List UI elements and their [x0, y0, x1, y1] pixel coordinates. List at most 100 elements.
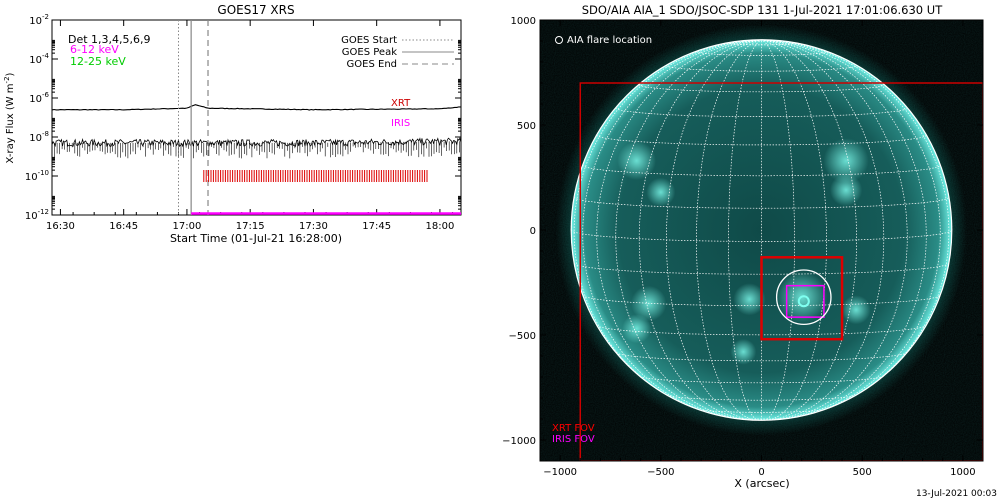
aia-x-label: X (arcsec) [734, 477, 789, 490]
aia-latitude-line [696, 51, 827, 56]
aia-coordinate-grid [570, 39, 953, 421]
aia-flare-kernel [797, 295, 810, 308]
goes-y-label-main: X-ray Flux (W m [5, 83, 16, 163]
timestamp: 13-Jul-2021 00:03 [916, 489, 997, 499]
aia-longitude-line [573, 39, 762, 410]
aia-longitude-line [761, 39, 941, 419]
aia-x-tick-label: 0 [758, 467, 764, 478]
goes-x-tick-label: 18:00 [426, 221, 455, 232]
goes-y-tick-exponent: -10 [38, 169, 49, 177]
goes-plot-frame [51, 19, 462, 216]
aia-latitude-line [573, 263, 950, 275]
aia-active-region [733, 283, 766, 316]
goes-legend-start: GOES Start [341, 35, 397, 46]
aia-y-tick-label: −1000 [502, 436, 536, 447]
goes-legend-peak: GOES Peak [342, 47, 397, 58]
aia-iris-fov [785, 284, 825, 318]
goes-y-tick-label: 10-12 [25, 208, 49, 222]
goes-legend: GOES Start GOES Peak GOES End [341, 35, 454, 70]
aia-active-region [646, 177, 676, 207]
aia-latitude-line [666, 394, 857, 401]
aia-active-region [622, 314, 652, 344]
goes-observation-bars [191, 170, 461, 215]
goes-x-tick-label: 16:45 [109, 221, 138, 232]
goes-iris-label: IRIS [391, 118, 410, 129]
aia-x-tick-label: −1000 [543, 467, 577, 478]
aia-longitude-line [638, 39, 762, 421]
aia-longitude-line [761, 39, 827, 421]
goes-x-tick-label: 17:30 [299, 221, 328, 232]
aia-x-tick-label: 500 [853, 467, 872, 478]
aia-image-area [540, 20, 983, 461]
goes-y-tick-mantissa: 10 [25, 211, 38, 222]
aia-title: SDO/AIA AIA_1 SDO/JSOC-SDP 131 1-Jul-202… [582, 3, 943, 17]
goes-y-tick-mantissa: 10 [29, 94, 42, 105]
goes-band-1: 12-25 keV [70, 55, 126, 68]
aia-latitude-line [666, 65, 857, 72]
aia-xrt-fov-label: XRT FOV [552, 423, 595, 434]
aia-longitude-line [761, 39, 908, 421]
aia-iris-fov-label: IRIS FOV [552, 434, 595, 445]
goes-y-tick-mantissa: 10 [29, 133, 42, 144]
aia-y-tick-label: 500 [517, 121, 536, 132]
aia-x-tick-label: 1000 [950, 467, 975, 478]
aia-longitude-line [666, 39, 762, 421]
goes-y-tick-label: 10-8 [29, 130, 49, 144]
goes-y-label-sup: -2 [3, 76, 11, 83]
aia-panel: SDO/AIA AIA_1 SDO/JSOC-SDP 131 1-Jul-202… [502, 3, 984, 490]
aia-longitude-line [761, 39, 857, 421]
aia-longitude-line [761, 39, 885, 421]
goes-series-group [52, 104, 461, 159]
aia-longitude-line [761, 39, 950, 410]
goes-y-tick-label: 10-2 [29, 13, 49, 27]
aia-latitude-line [697, 408, 826, 413]
goes-x-tick-label: 17:00 [173, 221, 202, 232]
aia-longitude-line [615, 39, 762, 421]
aia-x-axis: −1000 −500 0 500 1000 [543, 20, 984, 478]
goes-x-label: Start Time (01-Jul-21 16:28:00) [170, 232, 342, 245]
goes-y-tick-exponent: -8 [42, 130, 49, 138]
goes-y-label-close: ) [5, 72, 16, 76]
aia-solar-limb [570, 39, 953, 421]
aia-flare-circle [775, 269, 832, 326]
aia-longitude-line [761, 39, 795, 421]
goes-y-label: X-ray Flux (W m-2) [3, 72, 16, 163]
aia-y-tick-label: −500 [509, 331, 536, 342]
goes-xrt-label: XRT [391, 98, 411, 109]
aia-active-region [730, 338, 757, 365]
aia-y-axis: −1000 −500 0 500 1000 [502, 16, 983, 447]
goes-x-tick-label: 16:30 [46, 221, 75, 232]
aia-flare-legend-label: AIA flare location [567, 35, 652, 46]
aia-longitude-line [596, 39, 762, 420]
goes-y-tick-exponent: -6 [42, 91, 50, 99]
aia-y-tick-label: 1000 [511, 16, 536, 27]
goes-legend-end: GOES End [347, 59, 397, 70]
aia-longitude-line [761, 39, 927, 420]
goes-event-lines [177, 20, 209, 215]
goes-band-0: 6-12 keV [70, 43, 119, 56]
aia-longitude-line [728, 39, 762, 421]
aia-active-region [829, 173, 863, 207]
aia-longitude-line [696, 39, 762, 421]
goes-series-line-0 [52, 104, 461, 111]
goes-y-tick-label: 10-4 [29, 52, 49, 66]
goes-y-tick-exponent: -12 [38, 208, 49, 216]
goes-y-tick-exponent: -4 [42, 52, 50, 60]
goes-y-tick-label: 10-6 [29, 91, 49, 105]
goes-y-tick-mantissa: 10 [29, 16, 42, 27]
goes-y-tick-label: 10-10 [25, 169, 49, 183]
aia-active-region [841, 295, 871, 325]
aia-latitude-line [596, 134, 927, 146]
goes-det-label: Det 1,3,4,5,6,9 [68, 33, 151, 46]
aia-xrt-fov-small [760, 256, 844, 341]
goes-x-tick-label: 17:45 [362, 221, 391, 232]
aia-y-tick-label: 0 [530, 226, 536, 237]
aia-active-region [823, 138, 869, 184]
goes-series-line-1 [52, 136, 461, 148]
goes-x-tick-label: 17:15 [236, 221, 265, 232]
goes-y-tick-exponent: -2 [42, 13, 49, 21]
aia-flare-legend-circle [555, 36, 563, 44]
